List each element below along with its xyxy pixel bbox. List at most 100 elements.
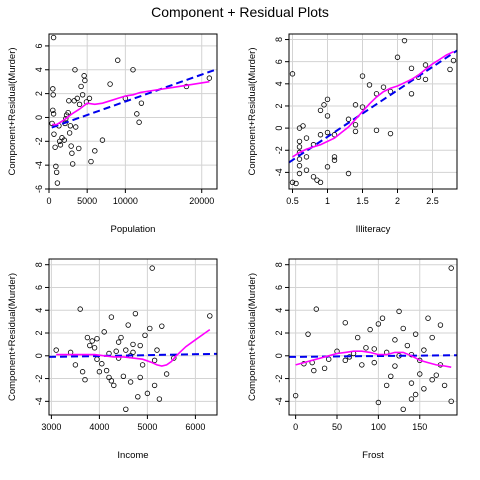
data-point — [54, 180, 61, 186]
y-tick-label: 4 — [274, 81, 284, 86]
y-axis-label: Component+Residual(Murder) — [247, 47, 258, 175]
data-point — [53, 169, 60, 176]
data-point — [142, 332, 148, 338]
data-point — [151, 357, 158, 364]
x-tick-label: 10000 — [113, 196, 138, 206]
data-point — [149, 265, 155, 271]
y-tick-label: -2 — [274, 146, 284, 154]
data-point — [65, 109, 71, 116]
data-point — [429, 377, 435, 383]
fit-line — [49, 352, 217, 358]
data-point — [139, 362, 146, 368]
data-point — [67, 123, 74, 129]
data-point — [437, 322, 444, 328]
data-point — [163, 371, 170, 377]
data-point — [305, 331, 311, 337]
data-point — [94, 336, 100, 342]
panel-2: 0.5 1 1.5 2 2.5 -4 -2 0 2 4 6 8 Illiteracy Component+… — [247, 33, 458, 235]
data-point — [366, 82, 373, 88]
data-point — [324, 113, 331, 119]
plot-area — [289, 37, 457, 187]
data-point — [127, 379, 134, 385]
y-axis-label: Component+Residual(Murder) — [7, 273, 18, 401]
data-point — [367, 326, 373, 333]
data-point — [79, 369, 86, 375]
data-point — [134, 111, 140, 117]
y-tick-label: 0 — [34, 115, 44, 120]
data-point — [373, 127, 380, 134]
data-point — [371, 346, 377, 352]
data-point — [296, 170, 303, 177]
data-point — [342, 357, 348, 364]
x-axis-label: Illiteracy — [356, 224, 391, 235]
data-point — [159, 323, 165, 329]
data-point — [73, 124, 79, 130]
data-point — [94, 356, 100, 362]
data-point — [115, 339, 122, 345]
data-point — [66, 98, 72, 104]
plot-frame — [48, 258, 218, 416]
data-point — [138, 100, 145, 106]
data-point — [92, 148, 98, 154]
data-point — [404, 342, 411, 349]
y-axis-label: Component+Residual(Murder) — [7, 47, 18, 175]
data-point — [296, 163, 303, 169]
data-point — [321, 365, 328, 372]
data-point — [448, 398, 454, 405]
data-point — [289, 71, 296, 77]
x-tick-label: 0 — [293, 422, 298, 432]
data-point — [392, 363, 398, 369]
data-point — [317, 107, 324, 114]
y-axis-label: Component+Residual(Murder) — [247, 273, 258, 401]
data-point — [311, 367, 317, 374]
data-point — [50, 92, 56, 98]
data-point — [401, 37, 408, 44]
data-point — [387, 130, 394, 137]
data-point — [69, 161, 76, 167]
data-point — [324, 129, 331, 136]
y-tick-label: 8 — [34, 262, 44, 267]
data-point — [87, 342, 93, 349]
y-tick-label: 2 — [34, 91, 44, 96]
panel-4: 0 50 100 150 -4 -2 0 2 4 6 8 Frost Component+Residua… — [247, 258, 458, 461]
x-tick-label: 4000 — [89, 422, 109, 432]
plot-area — [289, 265, 457, 413]
data-point — [303, 154, 310, 160]
y-tick-label: 6 — [274, 285, 284, 290]
data-point — [50, 34, 57, 41]
y-tick-label: 6 — [274, 59, 284, 64]
y-tick-label: 4 — [274, 308, 284, 313]
data-point — [380, 84, 387, 90]
x-axis-label: Income — [117, 450, 148, 461]
data-point — [317, 179, 324, 186]
data-point — [324, 164, 331, 170]
data-point — [130, 341, 136, 348]
x-tick-label: 0 — [46, 196, 51, 206]
data-point — [352, 128, 359, 135]
data-point — [108, 378, 115, 384]
y-tick-label: 6 — [34, 43, 44, 48]
data-point — [147, 325, 153, 332]
data-point — [53, 347, 59, 353]
fit-line — [49, 68, 217, 130]
data-point — [345, 116, 352, 122]
data-point — [352, 102, 359, 108]
data-point — [89, 338, 95, 344]
data-point — [103, 367, 110, 374]
data-point — [300, 123, 306, 129]
fit-line — [289, 354, 457, 358]
data-point — [450, 57, 457, 64]
y-tick-label: 8 — [274, 37, 284, 42]
y-tick-label: -4 — [274, 397, 284, 405]
y-tick-label: 6 — [34, 285, 44, 290]
x-axis-label: Population — [111, 224, 156, 235]
y-tick-label: -6 — [34, 185, 44, 193]
data-point — [123, 406, 129, 413]
data-point — [118, 334, 124, 341]
x-tick-label: 150 — [412, 422, 427, 432]
data-point — [99, 361, 105, 367]
data-point — [81, 73, 87, 79]
x-tick-label: 50 — [332, 422, 342, 432]
data-point — [137, 342, 143, 349]
